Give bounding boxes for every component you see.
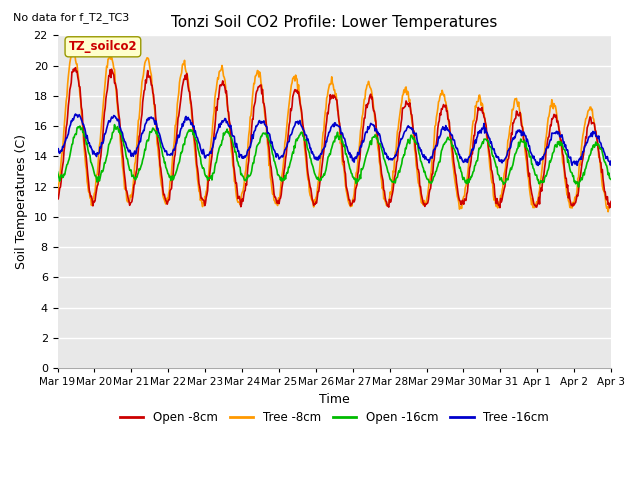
Text: TZ_soilco2: TZ_soilco2 xyxy=(68,40,137,53)
X-axis label: Time: Time xyxy=(319,393,349,406)
Legend: Open -8cm, Tree -8cm, Open -16cm, Tree -16cm: Open -8cm, Tree -8cm, Open -16cm, Tree -… xyxy=(115,407,554,429)
Title: Tonzi Soil CO2 Profile: Lower Temperatures: Tonzi Soil CO2 Profile: Lower Temperatur… xyxy=(171,15,497,30)
Y-axis label: Soil Temperatures (C): Soil Temperatures (C) xyxy=(15,134,28,269)
Text: No data for f_T2_TC3: No data for f_T2_TC3 xyxy=(13,12,129,23)
